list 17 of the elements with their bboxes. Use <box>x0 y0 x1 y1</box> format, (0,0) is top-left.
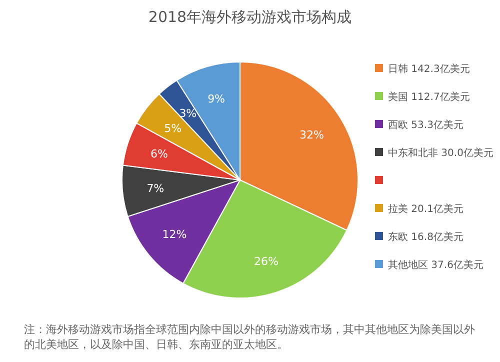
data-label: 12% <box>162 228 187 242</box>
data-label: 26% <box>254 254 278 268</box>
legend-label: 西欧 53.3亿美元 <box>388 119 464 131</box>
data-label: 9% <box>208 92 226 106</box>
legend-label: 日韩 142.3亿美元 <box>388 63 470 75</box>
legend-label: 东欧 16.8亿美元 <box>388 231 464 243</box>
data-label: 6% <box>150 148 168 161</box>
chart-title: 2018年海外移动游戏市场构成 <box>147 8 353 27</box>
text: 注：海外移动游戏市场指全球范围内除中国以外的移动游戏市场，其中其他地区为除美国以外的北美地区，以及除中国、日韩、东南亚的亚太地区。 <box>24 322 476 352</box>
data-label: 5% <box>164 122 182 135</box>
legend-label: 其他地区 37.6亿美元 <box>388 259 484 271</box>
legend-label: 拉美 20.1亿美元 <box>388 203 464 215</box>
data-label: 3% <box>179 106 197 120</box>
legend-label: 美国 112.7亿美元 <box>388 91 470 103</box>
data-label: 7% <box>146 182 164 195</box>
legend-label: 中东和北非 30.0亿美元 <box>388 147 494 159</box>
data-label: 32% <box>300 128 324 142</box>
